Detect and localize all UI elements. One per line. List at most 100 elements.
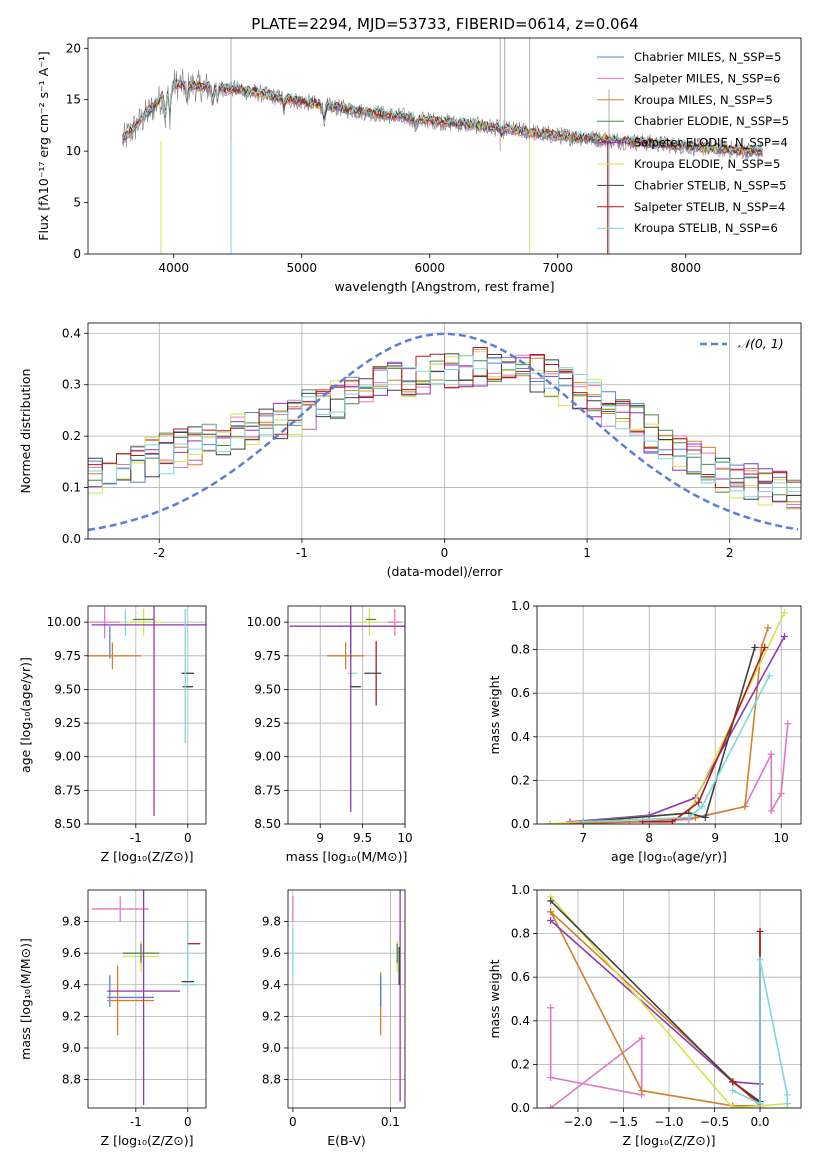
y-tick-label: 9.8 bbox=[62, 915, 81, 929]
axes-frame bbox=[87, 322, 802, 540]
y-tick-label: 0.0 bbox=[511, 1101, 530, 1115]
legend-entry: Kroupa STELIB, N_SSP=6 bbox=[634, 221, 778, 235]
errorbar-point bbox=[107, 890, 181, 1105]
y-tick-label: 20 bbox=[66, 41, 81, 55]
x-axis-label: wavelength [Angstrom, rest frame] bbox=[334, 279, 554, 294]
axes-age_vs_Z: -1 0 8.50 8.75 9.00 9.25 9.50 9.75 10.00 Z [log₁₀… bbox=[18, 605, 207, 864]
plus-marker bbox=[756, 927, 764, 935]
plus-marker bbox=[685, 813, 693, 821]
y-tick-label: 10.00 bbox=[47, 615, 81, 629]
y-tick-label: 0.4 bbox=[511, 730, 530, 744]
x-tick-label: 0 bbox=[289, 1115, 297, 1129]
axes-frame bbox=[87, 889, 207, 1109]
plus-marker bbox=[756, 1100, 764, 1108]
plot-area bbox=[91, 890, 201, 1105]
y-tick-label: 8.75 bbox=[254, 783, 281, 797]
x-tick-label: 0.0 bbox=[750, 1115, 769, 1129]
y-tick-label: 0.3 bbox=[62, 378, 81, 392]
figure-title: PLATE=2294, MJD=53733, FIBERID=0614, z=0… bbox=[251, 15, 638, 33]
gridlines bbox=[288, 890, 405, 1108]
x-tick-label: 0 bbox=[441, 546, 449, 560]
y-tick-label: 8.50 bbox=[54, 817, 81, 831]
plus-marker bbox=[729, 1104, 737, 1108]
y-tick-label: 10 bbox=[66, 144, 81, 158]
plus-marker bbox=[547, 1073, 555, 1081]
x-axis-label: Z [log₁₀(Z/Z⊙)] bbox=[101, 849, 194, 864]
errorbar-point bbox=[91, 896, 149, 922]
gridlines bbox=[537, 889, 801, 1109]
legend-entry: Chabrier MILES, N_SSP=5 bbox=[634, 50, 781, 64]
legend-entry: Salpeter STELIB, N_SSP=4 bbox=[634, 200, 785, 214]
x-tick-label: 7 bbox=[579, 831, 587, 845]
y-tick-label: 9.0 bbox=[62, 1041, 81, 1055]
axes-mass_vs_ebv: 0 0.1 8.8 9.0 9.2 9.4 9.6 9.8 E(B-V) bbox=[262, 889, 406, 1148]
weight-line-5 bbox=[732, 931, 761, 1106]
plus-marker bbox=[547, 917, 555, 925]
y-tick-label: 15 bbox=[66, 93, 81, 107]
plus-marker bbox=[783, 1091, 791, 1099]
axes-frame bbox=[287, 889, 406, 1109]
x-tick-label: 8000 bbox=[671, 261, 702, 275]
axes-frame bbox=[536, 605, 802, 825]
x-tick-label: 10 bbox=[397, 831, 412, 845]
x-tick-label: 9 bbox=[316, 831, 324, 845]
y-tick-label: 9.50 bbox=[54, 682, 81, 696]
axes-age_vs_mass: 9 9.5 10 8.50 8.75 9.00 9.25 9.50 9.75 10.00 mass … bbox=[247, 605, 413, 864]
errorbar-point bbox=[88, 642, 142, 670]
y-tick-label: 0.2 bbox=[511, 1057, 530, 1071]
axes-weight_vs_Z: −2.0 −1.5 −1.0 −0.5 0.0 0.0 0.2 0.4 0.6 0.8 1.0 Z [… bbox=[487, 883, 802, 1148]
weight-line-5 bbox=[642, 647, 766, 823]
x-tick-label: −1.0 bbox=[654, 1115, 683, 1129]
y-axis-label: Normed distribution bbox=[18, 369, 33, 494]
plus-marker bbox=[638, 1034, 646, 1042]
x-tick-label: 1 bbox=[583, 546, 591, 560]
plus-marker bbox=[767, 807, 775, 815]
plus-marker bbox=[761, 643, 769, 651]
y-tick-label: 9.00 bbox=[254, 750, 281, 764]
gridlines bbox=[288, 606, 406, 825]
plot-area bbox=[122, 38, 763, 254]
x-tick-label: −2.0 bbox=[563, 1115, 592, 1129]
x-tick-label: −1.5 bbox=[609, 1115, 638, 1129]
plus-marker bbox=[547, 897, 555, 905]
plus-marker bbox=[701, 813, 709, 821]
y-tick-label: 0 bbox=[73, 247, 81, 261]
y-axis-label: Flux [fλ10⁻¹⁷ erg cm⁻² s⁻¹ A⁻¹] bbox=[36, 51, 51, 240]
plot-area bbox=[546, 609, 792, 824]
weight-line-4 bbox=[550, 900, 761, 1104]
weight-line-6 bbox=[583, 675, 771, 823]
legend: Chabrier MILES, N_SSP=5 Salpeter MILES, N… bbox=[597, 50, 789, 235]
legend-entry: Kroupa MILES, N_SSP=5 bbox=[634, 93, 773, 107]
x-axis-label: Z [log₁₀(Z/Z⊙)] bbox=[101, 1133, 194, 1148]
y-axis-label: mass [log₁₀(M/M⊙)] bbox=[18, 938, 33, 1060]
gridlines bbox=[537, 605, 801, 825]
plus-marker bbox=[729, 1087, 737, 1095]
errorbar-point bbox=[289, 606, 405, 812]
weight-line-4 bbox=[583, 647, 756, 823]
plus-marker bbox=[764, 624, 772, 632]
axes-spectrum: 4000 5000 6000 7000 8000 0 5 10 15 20 wavelength [… bbox=[36, 37, 802, 294]
y-tick-label: 0.2 bbox=[62, 429, 81, 443]
x-axis-label: E(B-V) bbox=[327, 1133, 366, 1148]
plus-marker bbox=[729, 1078, 737, 1086]
x-tick-label: 0 bbox=[184, 831, 192, 845]
y-tick-label: 5 bbox=[73, 196, 81, 210]
y-tick-label: 9.6 bbox=[262, 946, 281, 960]
plot-area bbox=[88, 606, 206, 816]
legend-entry: Kroupa ELODIE, N_SSP=5 bbox=[634, 157, 780, 171]
x-tick-label: 10 bbox=[774, 831, 789, 845]
y-tick-label: 9.25 bbox=[254, 716, 281, 730]
errorbar-point bbox=[122, 608, 165, 636]
y-tick-label: 8.8 bbox=[62, 1073, 81, 1087]
plus-marker bbox=[756, 956, 764, 964]
x-tick-label: −0.5 bbox=[700, 1115, 729, 1129]
y-tick-label: 0.4 bbox=[511, 1014, 530, 1028]
y-tick-label: 0.8 bbox=[511, 643, 530, 657]
x-tick-label: 9.5 bbox=[353, 831, 372, 845]
errorbar-point bbox=[359, 608, 380, 636]
plus-marker bbox=[547, 1004, 555, 1012]
y-tick-label: 9.2 bbox=[62, 1009, 81, 1023]
x-tick-label: -2 bbox=[153, 546, 165, 560]
errorbar-point bbox=[327, 642, 365, 670]
axes-residuals: -2 -1 0 1 2 0.0 0.1 0.2 0.3 0.4 (data-model)/error… bbox=[18, 322, 802, 579]
